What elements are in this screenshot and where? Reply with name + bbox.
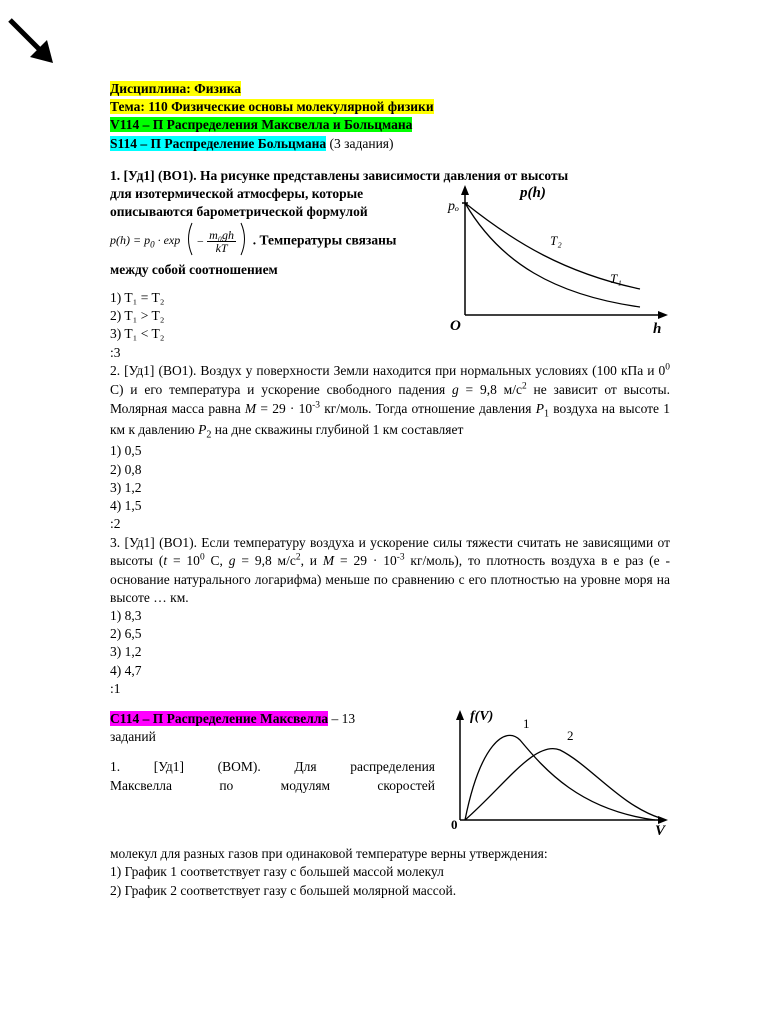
- c114-suffix: – 13: [328, 711, 355, 726]
- c114-block: f(V) 1 2 0 V С114 – П Распределение Макс…: [110, 710, 670, 900]
- c114-text: – П Распределение Максвелла: [143, 711, 329, 726]
- q3-opt4: 4) 4,7: [110, 662, 670, 680]
- svg-text:2: 2: [567, 728, 574, 743]
- q2-answer: :2: [110, 515, 670, 533]
- v114-line: V114 – П Распределения Максвелла и Больц…: [110, 116, 670, 134]
- v114-code: V114: [110, 117, 139, 132]
- s114-code: S114: [110, 136, 137, 151]
- q4-opt1: 1) График 1 соответствует газу с большей…: [110, 863, 670, 881]
- q3-answer: :1: [110, 680, 670, 698]
- svg-text:f(V): f(V): [470, 710, 493, 724]
- q1-answer: :3: [110, 344, 670, 362]
- question-2: 2. [Уд1] (ВО1). Воздух у поверхности Зем…: [110, 362, 670, 443]
- q1-lead: 1. [Уд1] (ВО1). На рисунке представлены …: [110, 167, 670, 185]
- formula-lhs: p(h) = p0 · exp: [110, 233, 180, 247]
- q4-chart: f(V) 1 2 0 V: [445, 710, 670, 845]
- discipline-line: Дисциплина: Физика: [110, 80, 670, 98]
- q4-opt2: 2) График 2 соответствует газу с большей…: [110, 882, 670, 900]
- q2-opt3: 3) 1,2: [110, 479, 670, 497]
- topic-line: Тема: 110 Физические основы молекулярной…: [110, 98, 670, 116]
- s114-line: S114 – П Распределение Больцмана (3 зада…: [110, 135, 670, 153]
- corner-arrow-icon: [5, 15, 60, 75]
- rparen-icon: [239, 222, 249, 261]
- svg-text:pₒ: pₒ: [447, 199, 459, 214]
- svg-text:T₁: T₁: [610, 271, 622, 286]
- c114-code: С114: [110, 711, 143, 726]
- svg-text:T₂: T₂: [550, 233, 562, 248]
- q2-opt1: 1) 0,5: [110, 442, 670, 460]
- q1-chart: p(h) pₒ T₂ T₁ O h: [445, 185, 670, 345]
- question-3: 3. [Уд1] (ВО1). Если температуру воздуха…: [110, 534, 670, 607]
- svg-text:p(h): p(h): [518, 185, 546, 201]
- q2-opt4: 4) 1,5: [110, 497, 670, 515]
- s114-text: – П Распределение Больцмана: [137, 136, 326, 151]
- q2-opt2: 2) 0,8: [110, 461, 670, 479]
- svg-text:V: V: [655, 823, 667, 839]
- lparen-icon: [184, 222, 194, 261]
- q1-line5: между собой соотношением: [110, 261, 430, 279]
- document-body: Дисциплина: Физика Тема: 110 Физические …: [110, 80, 670, 900]
- q1-formula-tail: . Температуры связаны: [253, 232, 397, 247]
- q3-opt1: 1) 8,3: [110, 607, 670, 625]
- q3-opt2: 2) 6,5: [110, 625, 670, 643]
- formula-fraction: m₀gh kT: [207, 229, 236, 254]
- s114-suffix: (3 задания): [326, 136, 393, 151]
- q4-p3: молекул для разных газов при одинаковой …: [110, 845, 670, 863]
- v114-text: – П Распределения Максвелла и Больцмана: [139, 117, 412, 132]
- svg-text:1: 1: [523, 716, 530, 731]
- q3-opt3: 3) 1,2: [110, 643, 670, 661]
- question-1: 1. [Уд1] (ВО1). На рисунке представлены …: [110, 167, 670, 362]
- q1-line3: описываются барометрической формулой: [110, 203, 430, 221]
- q1-line2: для изотермической атмосферы, которые: [110, 185, 430, 203]
- q1-formula-row: p(h) = p0 · exp − m₀gh kT . Температуры …: [110, 222, 450, 261]
- svg-text:h: h: [653, 321, 661, 337]
- topic-text: Тема: 110 Физические основы молекулярной…: [110, 99, 434, 114]
- svg-text:0: 0: [451, 817, 458, 832]
- q3-text: 3. [Уд1] (ВО1). Если температуру воздуха…: [110, 535, 670, 605]
- q2-text: 2. [Уд1] (ВО1). Воздух у поверхности Зем…: [110, 363, 670, 437]
- discipline-text: Дисциплина: Физика: [110, 81, 241, 96]
- svg-text:O: O: [450, 318, 461, 334]
